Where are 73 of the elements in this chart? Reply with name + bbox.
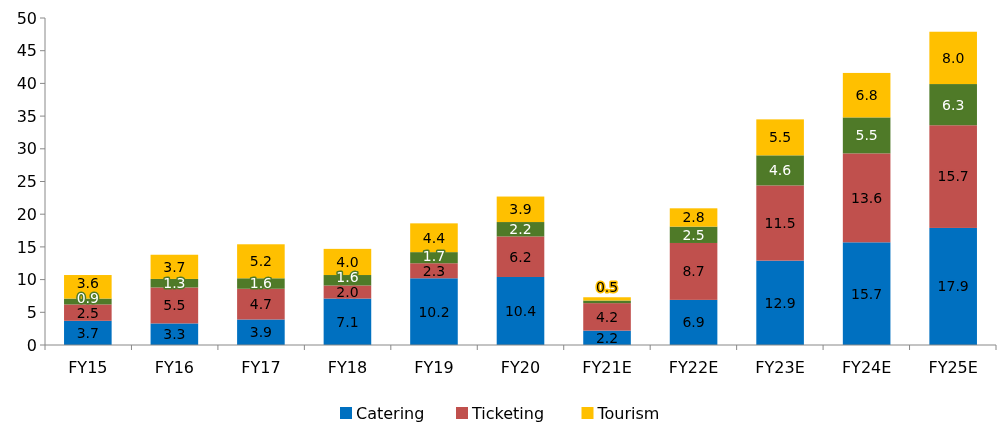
x-tick-label: FY20	[500, 358, 541, 377]
data-label: 6.2	[509, 248, 532, 265]
x-tick-label: FY21E	[582, 358, 632, 377]
data-label: 5.5	[163, 297, 186, 314]
data-label: 2.5	[682, 226, 705, 243]
data-label: 5.2	[249, 253, 273, 270]
y-tick-label: 25	[16, 172, 37, 192]
data-label: 3.6	[76, 274, 100, 291]
data-label: 15.7	[937, 168, 969, 185]
data-label: 2.5	[76, 304, 99, 321]
bar	[756, 185, 804, 261]
data-label: 3.7	[163, 258, 186, 275]
data-label: 3.9	[509, 201, 532, 218]
data-label: 13.6	[851, 189, 883, 206]
y-tick-label: 30	[16, 139, 37, 159]
y-tick-label: 0	[26, 335, 37, 355]
bar	[842, 153, 891, 243]
data-label: 5.5	[768, 129, 792, 146]
bar	[929, 227, 977, 345]
data-label: 0.5	[595, 278, 619, 295]
legend-label: Catering	[356, 403, 425, 423]
data-label: 10.4	[504, 302, 537, 319]
data-label: 3.9	[249, 324, 273, 341]
x-tick-label: FY25E	[928, 358, 978, 377]
bar	[756, 260, 804, 345]
bar	[669, 242, 718, 300]
data-label: 6.8	[855, 87, 878, 104]
data-label: 10.2	[418, 303, 450, 320]
bar	[842, 242, 891, 345]
data-label: 5.5	[855, 127, 878, 144]
legend-label: Tourism	[596, 403, 660, 423]
data-label: 1.7	[422, 247, 446, 264]
data-label: 8.0	[942, 49, 965, 66]
x-tick-label: FY22E	[668, 358, 719, 377]
data-label: 1.6	[249, 275, 273, 292]
x-tick-label: FY17	[241, 358, 281, 377]
x-tick-label: FY18	[327, 358, 368, 377]
data-label: 4.4	[422, 229, 446, 246]
data-label: 1.3	[163, 275, 186, 292]
x-tick-label: FY16	[154, 358, 195, 377]
data-label: 2.8	[682, 209, 705, 226]
y-tick-label: 10	[16, 270, 37, 290]
legend-label: Ticketing	[471, 403, 545, 423]
x-tick-label: FY19	[414, 358, 454, 377]
data-label: 12.9	[764, 294, 796, 311]
y-tick-label: 15	[16, 237, 37, 257]
data-label: 8.7	[682, 263, 705, 280]
data-label: 17.9	[937, 278, 969, 295]
x-tick-label: FY23E	[755, 358, 805, 377]
data-label: 15.7	[851, 285, 883, 302]
data-label: 3.3	[163, 326, 186, 343]
data-label: 7.1	[336, 313, 359, 330]
bar	[929, 125, 977, 228]
data-label: 2.0	[336, 283, 359, 300]
y-tick-label: 5	[26, 302, 37, 322]
y-tick-label: 45	[16, 41, 37, 61]
data-label: 2.2	[509, 221, 532, 238]
x-tick-label: FY24E	[841, 358, 892, 377]
data-label: 2.2	[595, 329, 619, 346]
x-tick-label: FY15	[68, 358, 108, 377]
y-tick-label: 50	[16, 8, 37, 28]
data-label: 6.3	[942, 96, 965, 113]
data-label: 4.0	[336, 253, 359, 270]
data-label: 3.7	[76, 324, 99, 341]
data-label: 11.5	[764, 214, 796, 231]
data-label: 4.2	[595, 308, 619, 325]
data-label: 4.7	[249, 296, 273, 313]
data-label: 6.9	[682, 314, 705, 331]
y-tick-label: 40	[16, 74, 37, 93]
data-label: 2.3	[422, 262, 446, 279]
y-tick-label: 35	[16, 106, 37, 126]
y-tick-label: 20	[16, 204, 37, 224]
data-label: 4.6	[768, 162, 792, 179]
